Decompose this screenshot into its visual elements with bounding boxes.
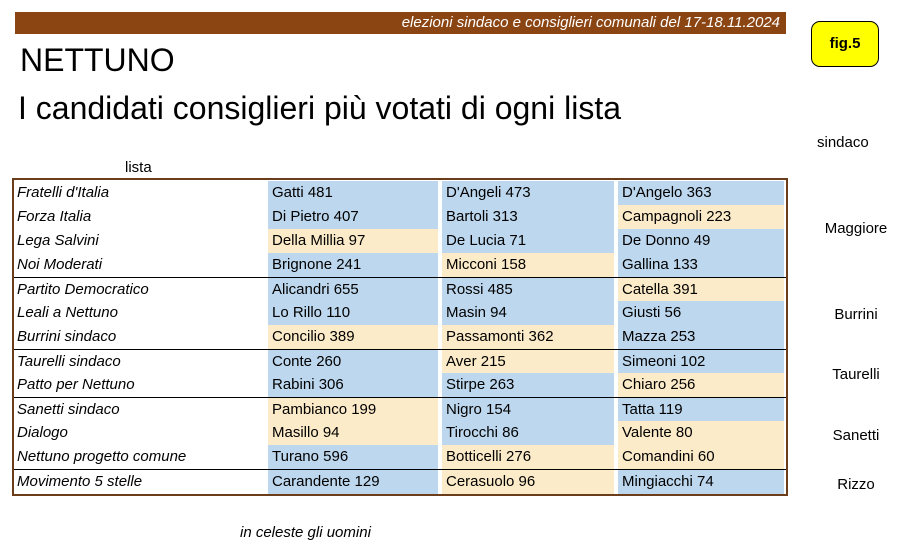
candidate-cell: Lo Rillo 110: [268, 301, 438, 325]
list-name: Taurelli sindaco: [17, 353, 121, 370]
candidate-cell: D'Angeli 473: [442, 181, 614, 205]
candidates-table: Fratelli d'Italia Gatti 481 D'Angeli 473 D'…: [12, 178, 788, 496]
candidate-cell: Gatti 481: [268, 181, 438, 205]
candidate-cell: Brignone 241: [268, 253, 438, 277]
candidate-cell: Valente 80: [618, 421, 784, 445]
candidate-cell: Passamonti 362: [442, 325, 614, 349]
candidate-cell: Della Millia 97: [268, 229, 438, 253]
candidate-cell: Masin 94: [442, 301, 614, 325]
list-name: Patto per Nettuno: [17, 376, 135, 393]
list-name: Forza Italia: [17, 208, 92, 225]
candidate-cell: Turano 596: [268, 445, 438, 469]
table-row: Nettuno progetto comune Turano 596 Bottice…: [14, 445, 786, 469]
footer-note: in celeste gli uomini: [240, 524, 371, 541]
candidate-cell: Tatta 119: [618, 398, 784, 422]
mayor-name: Taurelli: [832, 366, 880, 383]
page-title: I candidati consiglieri più votati di og…: [18, 90, 621, 126]
list-name: Movimento 5 stelle: [17, 473, 143, 490]
list-name: Partito Democratico: [17, 281, 149, 298]
mayor-name: Sanetti: [832, 427, 880, 444]
table-row: Dialogo Masillo 94 Tirocchi 86 Valente 80: [14, 421, 786, 445]
table-row: Partito Democratico Alicandri 655 Rossi 48…: [14, 277, 786, 302]
list-name: Fratelli d'Italia: [17, 184, 110, 201]
candidate-cell: Micconi 158: [442, 253, 614, 277]
candidate-cell: Cerasuolo 96: [442, 470, 614, 494]
candidate-cell: Catella 391: [618, 278, 784, 302]
list-name: Leali a Nettuno: [17, 304, 118, 321]
mayor-name: Burrini: [834, 306, 878, 323]
candidate-cell: Chiaro 256: [618, 373, 784, 397]
mayor-name: Maggiore: [824, 220, 888, 237]
candidate-cell: Bartoli 313: [442, 205, 614, 229]
candidate-cell: Stirpe 263: [442, 373, 614, 397]
candidate-cell: Giusti 56: [618, 301, 784, 325]
city-name: NETTUNO: [20, 42, 175, 78]
candidate-cell: Aver 215: [442, 350, 614, 374]
candidate-cell: Comandini 60: [618, 445, 784, 469]
list-name: Nettuno progetto comune: [17, 448, 187, 465]
list-name: Dialogo: [17, 424, 68, 441]
candidate-cell: Concilio 389: [268, 325, 438, 349]
candidate-cell: De Lucia 71: [442, 229, 614, 253]
candidate-cell: Campagnoli 223: [618, 205, 784, 229]
candidate-cell: Di Pietro 407: [268, 205, 438, 229]
list-name: Burrini sindaco: [17, 328, 117, 345]
candidate-cell: Conte 260: [268, 350, 438, 374]
table-row: Taurelli sindaco Conte 260 Aver 215 Simeoni…: [14, 349, 786, 374]
list-name: Lega Salvini: [17, 232, 99, 249]
list-name: Noi Moderati: [17, 256, 103, 273]
candidate-cell: Masillo 94: [268, 421, 438, 445]
figure-label: fig.5: [811, 21, 879, 67]
candidate-cell: Gallina 133: [618, 253, 784, 277]
table-row: Noi Moderati Brignone 241 Micconi 158 Galli…: [14, 253, 786, 277]
lista-column-header: lista: [125, 159, 152, 176]
sindaco-column-header: sindaco: [817, 134, 869, 151]
candidate-cell: Nigro 154: [442, 398, 614, 422]
table-row: Burrini sindaco Concilio 389 Passamonti 36…: [14, 325, 786, 349]
candidate-cell: De Donno 49: [618, 229, 784, 253]
table-row: Leali a Nettuno Lo Rillo 110 Masin 94 Giust…: [14, 301, 786, 325]
candidate-cell: Alicandri 655: [268, 278, 438, 302]
list-name: Sanetti sindaco: [17, 401, 120, 418]
candidate-cell: Rossi 485: [442, 278, 614, 302]
table-row: Sanetti sindaco Pambianco 199 Nigro 154 Tat…: [14, 397, 786, 422]
candidate-cell: Mazza 253: [618, 325, 784, 349]
candidate-cell: Mingiacchi 74: [618, 470, 784, 494]
mayor-name: Rizzo: [837, 476, 875, 493]
candidate-cell: Pambianco 199: [268, 398, 438, 422]
candidate-cell: Tirocchi 86: [442, 421, 614, 445]
table-row: Lega Salvini Della Millia 97 De Lucia 71 De…: [14, 229, 786, 253]
table-row: Fratelli d'Italia Gatti 481 D'Angeli 473 D'…: [14, 181, 786, 205]
table-row: Movimento 5 stelle Carandente 129 Cerasuol…: [14, 469, 786, 494]
table-row: Forza Italia Di Pietro 407 Bartoli 313 Camp…: [14, 205, 786, 229]
candidate-cell: Simeoni 102: [618, 350, 784, 374]
table-row: Patto per Nettuno Rabini 306 Stirpe 263 Chi…: [14, 373, 786, 397]
candidate-cell: Botticelli 276: [442, 445, 614, 469]
candidate-cell: Carandente 129: [268, 470, 438, 494]
candidate-cell: Rabini 306: [268, 373, 438, 397]
title-banner: elezioni sindaco e consiglieri comunali …: [15, 12, 786, 34]
candidate-cell: D'Angelo 363: [618, 181, 784, 205]
